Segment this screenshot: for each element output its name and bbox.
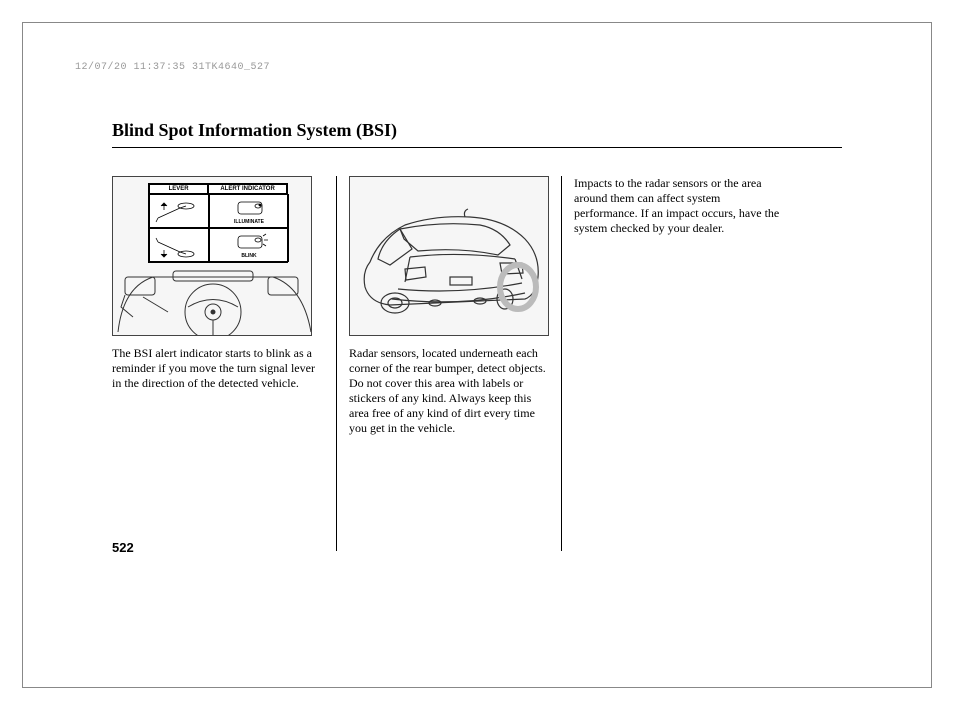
illustration-car-rear xyxy=(349,176,549,336)
table-cell-lever-2 xyxy=(149,228,209,262)
table-cell-indicator-1: ILLUMINATE xyxy=(209,194,289,228)
indicator-table: LEVER ALERT INDICATOR ILLUMINATE xyxy=(148,183,288,263)
table-header-alert: ALERT INDICATOR xyxy=(208,184,287,194)
header-stamp: 12/07/20 11:37:35 31TK4640_527 xyxy=(75,62,270,73)
page-title: Blind Spot Information System (BSI) xyxy=(112,120,842,148)
col3-paragraph: Impacts to the radar sensors or the area… xyxy=(574,176,787,236)
page-content: Blind Spot Information System (BSI) LEVE… xyxy=(112,120,842,551)
column-1: LEVER ALERT INDICATOR ILLUMINATE xyxy=(112,176,337,551)
illustration-lever-dashboard: LEVER ALERT INDICATOR ILLUMINATE xyxy=(112,176,312,336)
table-label-illuminate: ILLUMINATE xyxy=(210,219,288,225)
car-svg xyxy=(350,177,549,336)
table-cell-indicator-2: BLINK xyxy=(209,228,289,262)
page-number: 522 xyxy=(112,540,134,555)
col1-paragraph: The BSI alert indicator starts to blink … xyxy=(112,346,324,391)
column-3: Impacts to the radar sensors or the area… xyxy=(562,176,787,551)
table-cell-lever-1 xyxy=(149,194,209,228)
table-label-blink: BLINK xyxy=(210,253,288,259)
column-2: Radar sensors, located underneath each c… xyxy=(337,176,562,551)
column-layout: LEVER ALERT INDICATOR ILLUMINATE xyxy=(112,176,842,551)
col2-paragraph: Radar sensors, located underneath each c… xyxy=(349,346,549,436)
table-header-lever: LEVER xyxy=(149,184,208,194)
